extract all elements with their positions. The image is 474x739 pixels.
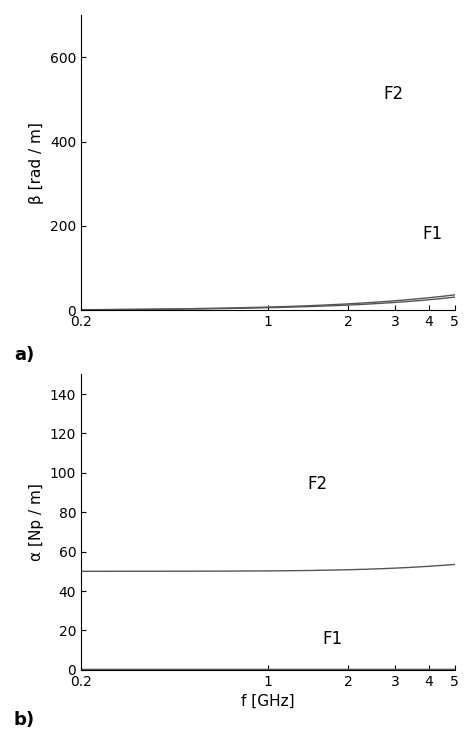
X-axis label: f [GHz]: f [GHz] <box>241 694 295 709</box>
Text: b): b) <box>14 711 35 729</box>
Text: F1: F1 <box>423 225 443 242</box>
Text: F1: F1 <box>322 630 343 648</box>
Y-axis label: β [rad / m]: β [rad / m] <box>29 122 45 204</box>
Y-axis label: α [Np / m]: α [Np / m] <box>29 483 45 561</box>
Text: F2: F2 <box>383 86 403 103</box>
Text: F2: F2 <box>307 474 327 493</box>
Text: a): a) <box>14 346 34 364</box>
